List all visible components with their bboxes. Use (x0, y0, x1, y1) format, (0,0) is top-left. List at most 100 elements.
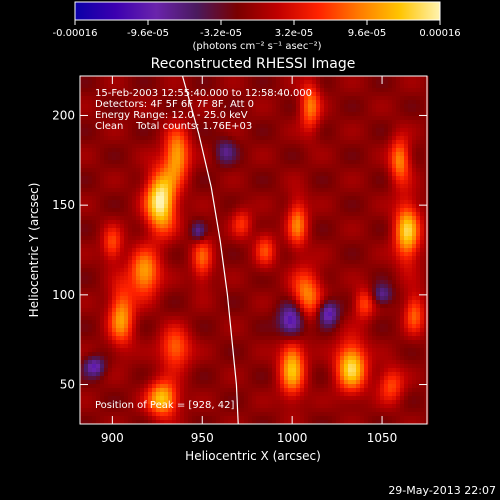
heatmap-cell (388, 244, 393, 249)
heatmap-cell (236, 200, 241, 205)
heatmap-cell (356, 84, 361, 89)
heatmap-cell (264, 160, 269, 165)
heatmap-cell (344, 252, 349, 257)
heatmap-cell (304, 188, 309, 193)
heatmap-cell (400, 116, 405, 121)
heatmap-cell (160, 180, 165, 185)
heatmap-cell (140, 288, 145, 293)
heatmap-cell (140, 160, 145, 165)
heatmap-cell (224, 296, 229, 301)
heatmap-cell (252, 176, 257, 181)
heatmap-cell (272, 232, 277, 237)
heatmap-cell (244, 96, 249, 101)
heatmap-cell (168, 260, 173, 265)
heatmap-cell (200, 284, 205, 289)
heatmap-cell (96, 80, 101, 85)
heatmap-cell (84, 200, 89, 205)
heatmap-cell (300, 160, 305, 165)
heatmap-cell (144, 172, 149, 177)
heatmap-cell (308, 196, 313, 201)
heatmap-cell (228, 244, 233, 249)
heatmap-cell (124, 160, 129, 165)
heatmap-cell (172, 220, 177, 225)
heatmap-cell (368, 200, 373, 205)
heatmap-cell (216, 180, 221, 185)
heatmap-cell (224, 192, 229, 197)
heatmap-cell (332, 212, 337, 217)
heatmap-cell (408, 116, 413, 121)
heatmap-cell (172, 112, 177, 117)
heatmap-cell (152, 128, 157, 133)
heatmap-cell (260, 80, 265, 85)
heatmap-cell (280, 148, 285, 153)
heatmap-cell (220, 84, 225, 89)
heatmap-cell (152, 284, 157, 289)
heatmap-cell (100, 268, 105, 273)
heatmap-cell (168, 204, 173, 209)
heatmap-cell (312, 160, 317, 165)
heatmap-cell (100, 104, 105, 109)
heatmap-cell (240, 232, 245, 237)
heatmap-cell (116, 228, 121, 233)
heatmap-cell (256, 136, 261, 141)
heatmap-cell (412, 260, 417, 265)
heatmap-cell (268, 156, 273, 161)
heatmap-cell (140, 96, 145, 101)
heatmap-cell (228, 132, 233, 137)
heatmap-cell (360, 88, 365, 93)
heatmap-cell (236, 240, 241, 245)
heatmap-cell (176, 148, 181, 153)
heatmap-cell (264, 192, 269, 197)
heatmap-cell (228, 104, 233, 109)
heatmap-cell (84, 240, 89, 245)
heatmap-cell (136, 284, 141, 289)
heatmap-cell (340, 192, 345, 197)
heatmap-cell (240, 216, 245, 221)
heatmap-cell (100, 208, 105, 213)
heatmap-cell (228, 220, 233, 225)
heatmap-cell (120, 300, 125, 305)
heatmap-cell (320, 192, 325, 197)
heatmap-cell (160, 184, 165, 189)
heatmap-cell (100, 236, 105, 241)
heatmap-cell (280, 156, 285, 161)
heatmap-cell (80, 128, 85, 133)
heatmap-cell (216, 124, 221, 129)
heatmap-cell (248, 160, 253, 165)
heatmap-cell (424, 152, 429, 157)
heatmap-cell (364, 220, 369, 225)
heatmap-cell (384, 176, 389, 181)
heatmap-cell (408, 268, 413, 273)
heatmap-cell (348, 112, 353, 117)
heatmap-cell (380, 192, 385, 197)
heatmap-cell (84, 152, 89, 157)
heatmap-cell (228, 76, 233, 81)
heatmap-cell (340, 104, 345, 109)
heatmap-cell (324, 204, 329, 209)
heatmap-cell (340, 284, 345, 289)
heatmap-cell (320, 180, 325, 185)
heatmap-cell (264, 236, 269, 241)
heatmap-cell (148, 220, 153, 225)
heatmap-cell (416, 76, 421, 81)
heatmap-cell (140, 152, 145, 157)
heatmap-cell (128, 120, 133, 125)
heatmap-cell (88, 216, 93, 221)
heatmap-cell (128, 84, 133, 89)
heatmap-cell (376, 288, 381, 293)
heatmap-cell (420, 252, 425, 257)
heatmap-cell (344, 272, 349, 277)
heatmap-cell (396, 124, 401, 129)
heatmap-cell (388, 100, 393, 105)
heatmap-cell (304, 128, 309, 133)
heatmap-cell (304, 264, 309, 269)
heatmap-cell (236, 296, 241, 301)
heatmap-cell (116, 204, 121, 209)
heatmap-cell (232, 216, 237, 221)
heatmap-cell (128, 96, 133, 101)
heatmap-cell (220, 124, 225, 129)
heatmap-cell (284, 292, 289, 297)
heatmap-cell (96, 92, 101, 97)
heatmap-cell (368, 96, 373, 101)
heatmap-cell (388, 272, 393, 277)
